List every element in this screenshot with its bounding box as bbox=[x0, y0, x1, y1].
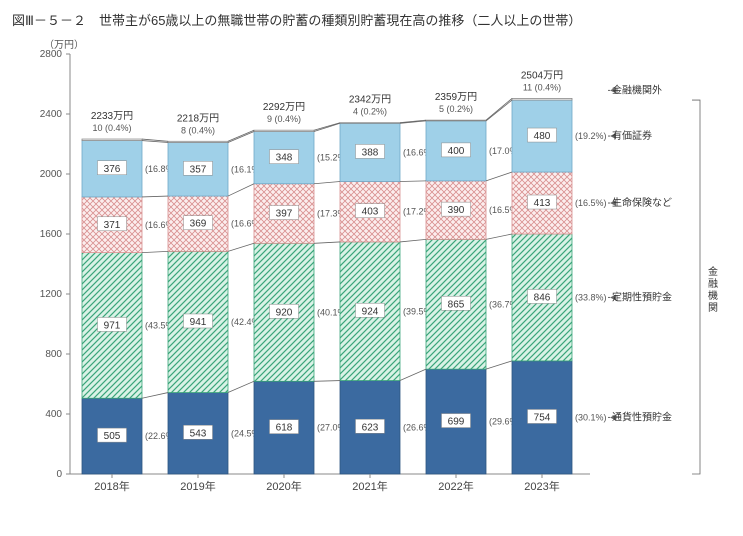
value-label: 846 bbox=[534, 292, 551, 303]
bracket-label: 融 bbox=[708, 278, 718, 290]
connector-line bbox=[486, 172, 512, 181]
bar-seg-kinyu bbox=[512, 98, 572, 100]
bar-seg-kinyu bbox=[254, 130, 314, 131]
xtick-label: 2019年 bbox=[180, 479, 215, 493]
value-label: 920 bbox=[276, 307, 293, 318]
legend-label-tsuka: 通貨性預貯金 bbox=[612, 410, 672, 423]
ytick-label: 0 bbox=[56, 469, 62, 480]
value-label: 865 bbox=[448, 299, 465, 310]
pct-label: (19.2%) bbox=[575, 131, 607, 141]
bracket-label: 機 bbox=[708, 289, 718, 302]
legend-label-yuka: 有価証券 bbox=[612, 129, 652, 142]
connector-line bbox=[228, 132, 254, 143]
value-label: 390 bbox=[448, 205, 465, 216]
pct-label: (30.1%) bbox=[575, 412, 607, 422]
legend-label-teiki: 定期性預貯金 bbox=[612, 290, 672, 303]
ytick-label: 1600 bbox=[40, 229, 63, 240]
connector-line bbox=[314, 182, 340, 184]
connector-line bbox=[142, 196, 168, 197]
ytick-label: 1200 bbox=[40, 289, 63, 300]
value-label: 618 bbox=[276, 423, 293, 434]
value-label: 505 bbox=[104, 431, 121, 442]
value-label: 699 bbox=[448, 417, 465, 428]
value-label: 924 bbox=[362, 306, 379, 317]
bracket-label: 金 bbox=[708, 265, 718, 278]
pct-label: (33.8%) bbox=[575, 292, 607, 302]
connector-line bbox=[314, 242, 340, 243]
chart-area: 040080012001600200024002800（万円）505(22.6%… bbox=[18, 36, 728, 526]
bracket-label: 関 bbox=[708, 302, 718, 314]
connector-line bbox=[142, 251, 168, 252]
total-label: 2292万円 bbox=[263, 102, 305, 113]
yaxis-label: （万円） bbox=[44, 39, 84, 51]
connector-line bbox=[400, 239, 426, 242]
value-label: 403 bbox=[362, 207, 379, 218]
connector-line bbox=[142, 393, 168, 399]
kinyu-label: 4 (0.2%) bbox=[353, 107, 387, 117]
value-label: 397 bbox=[276, 209, 293, 220]
bar-seg-kinyu bbox=[340, 123, 400, 124]
legend-label-seimei: 生命保険など bbox=[612, 196, 672, 209]
connector-line bbox=[228, 130, 254, 141]
xtick-label: 2018年 bbox=[94, 479, 129, 493]
value-label: 388 bbox=[362, 147, 379, 158]
value-label: 348 bbox=[276, 153, 293, 164]
value-label: 376 bbox=[104, 164, 121, 175]
chart-title: 図Ⅲ－５－２ 世帯主が65歳以上の無職世帯の貯蓄の種類別貯蓄現在高の推移（二人以… bbox=[0, 0, 743, 33]
legend-label-kinyu: 金融機関外 bbox=[612, 83, 662, 96]
bracket bbox=[692, 100, 700, 474]
xtick-label: 2023年 bbox=[524, 479, 559, 493]
connector-line bbox=[486, 100, 512, 121]
ytick-label: 800 bbox=[45, 349, 62, 360]
bar-seg-kinyu bbox=[168, 141, 228, 142]
value-label: 543 bbox=[190, 428, 207, 439]
bar-seg-kinyu bbox=[426, 120, 486, 121]
xtick-label: 2020年 bbox=[266, 479, 301, 493]
value-label: 754 bbox=[534, 412, 551, 423]
bar-seg-kinyu bbox=[82, 139, 142, 141]
value-label: 371 bbox=[104, 220, 121, 231]
connector-line bbox=[228, 381, 254, 392]
total-label: 2233万円 bbox=[91, 111, 133, 122]
total-label: 2218万円 bbox=[177, 113, 219, 124]
ytick-label: 400 bbox=[45, 409, 62, 420]
value-label: 357 bbox=[190, 164, 207, 175]
kinyu-label: 8 (0.4%) bbox=[181, 125, 215, 135]
value-label: 369 bbox=[190, 219, 207, 230]
connector-line bbox=[486, 361, 512, 369]
value-label: 623 bbox=[362, 422, 379, 433]
connector-line bbox=[314, 123, 340, 131]
connector-line bbox=[486, 98, 512, 120]
total-label: 2359万円 bbox=[435, 92, 477, 103]
ytick-label: 2000 bbox=[40, 169, 63, 180]
connector-line bbox=[486, 234, 512, 239]
xtick-label: 2022年 bbox=[438, 479, 473, 493]
value-label: 413 bbox=[534, 198, 551, 209]
connector-line bbox=[228, 184, 254, 196]
total-label: 2504万円 bbox=[521, 70, 563, 81]
connector-line bbox=[400, 181, 426, 182]
connector-line bbox=[314, 123, 340, 131]
value-label: 971 bbox=[104, 320, 121, 331]
kinyu-label: 11 (0.4%) bbox=[523, 82, 561, 92]
kinyu-label: 5 (0.2%) bbox=[439, 104, 473, 114]
connector-line bbox=[400, 369, 426, 380]
value-label: 941 bbox=[190, 317, 207, 328]
total-label: 2342万円 bbox=[349, 95, 391, 106]
connector-line bbox=[228, 243, 254, 251]
pct-label: (16.5%) bbox=[575, 198, 607, 208]
value-label: 480 bbox=[534, 131, 551, 142]
xtick-label: 2021年 bbox=[352, 479, 387, 493]
connector-line bbox=[314, 381, 340, 382]
value-label: 400 bbox=[448, 146, 465, 157]
kinyu-label: 10 (0.4%) bbox=[92, 123, 131, 133]
chart-svg: 040080012001600200024002800（万円）505(22.6%… bbox=[18, 36, 728, 526]
ytick-label: 2400 bbox=[40, 109, 63, 120]
kinyu-label: 9 (0.4%) bbox=[267, 114, 301, 124]
